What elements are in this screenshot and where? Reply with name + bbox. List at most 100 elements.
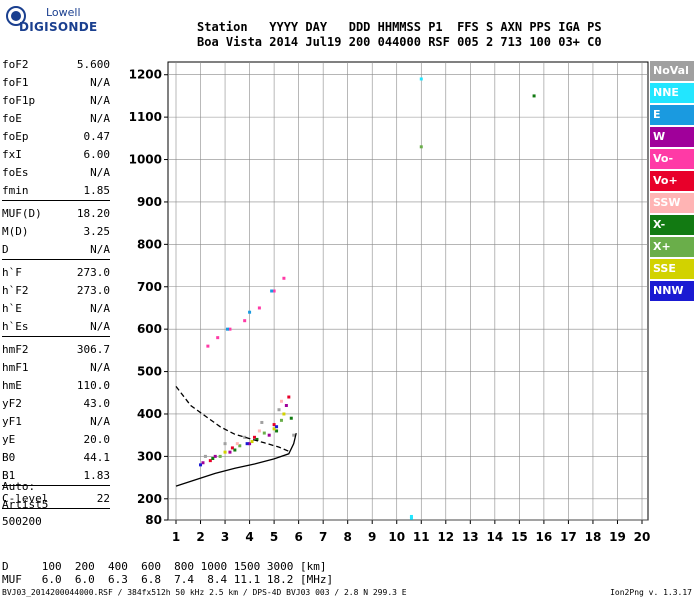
data-point-w bbox=[228, 450, 232, 454]
param-name: yF2 bbox=[2, 397, 22, 410]
data-point-x- bbox=[233, 448, 237, 452]
y-tick-label: 1100 bbox=[129, 110, 162, 124]
x-tick-label: 20 bbox=[634, 530, 651, 544]
auto-artist: Artist5 bbox=[2, 498, 49, 511]
data-point-noval bbox=[203, 454, 207, 458]
x-tick-label: 18 bbox=[585, 530, 602, 544]
trace-curve bbox=[175, 432, 297, 487]
profile-curve bbox=[175, 386, 290, 452]
y-tick-label: 200 bbox=[137, 492, 162, 506]
data-point-w bbox=[201, 461, 205, 465]
logo-line1: Lowell bbox=[46, 6, 81, 19]
x-tick-label: 8 bbox=[344, 530, 352, 544]
param-value: N/A bbox=[90, 361, 110, 374]
legend-item: SSE bbox=[650, 259, 694, 279]
data-point-ssw bbox=[279, 399, 283, 403]
legend-item: SSW bbox=[650, 193, 694, 213]
x-tick-label: 3 bbox=[221, 530, 229, 544]
data-point-noval bbox=[223, 442, 227, 446]
x-tick-label: 12 bbox=[437, 530, 454, 544]
x-tick-label: 2 bbox=[196, 530, 204, 544]
param-row: B1 1.83 bbox=[2, 467, 110, 485]
param-name: foE bbox=[2, 112, 22, 125]
param-name: B0 bbox=[2, 451, 16, 464]
y-tick-label: 400 bbox=[137, 407, 162, 421]
param-value: 1.83 bbox=[83, 469, 111, 482]
data-point-ssw bbox=[235, 442, 239, 446]
param-row: C-level 22 bbox=[2, 490, 110, 508]
header-values: Boa Vista 2014 Jul19 200 044000 RSF 005 … bbox=[197, 35, 602, 49]
data-point-sse bbox=[282, 412, 286, 416]
data-point-vo- bbox=[287, 395, 291, 399]
param-row: foF1 N/A bbox=[2, 74, 110, 92]
x-tick-label: 15 bbox=[511, 530, 528, 544]
x-tick-label: 4 bbox=[245, 530, 253, 544]
param-value: 306.7 bbox=[76, 343, 110, 356]
data-point-w bbox=[284, 404, 288, 407]
param-row: M(D) 3.25 bbox=[2, 223, 110, 241]
param-name: foF1 bbox=[2, 76, 29, 89]
y-tick-label: 1200 bbox=[129, 68, 162, 82]
param-value: N/A bbox=[90, 243, 110, 256]
param-value: N/A bbox=[90, 94, 110, 107]
param-row: hmE 110.0 bbox=[2, 377, 110, 395]
data-point-w bbox=[267, 433, 271, 437]
param-value: 5.600 bbox=[76, 58, 110, 71]
data-point-x- bbox=[275, 429, 279, 433]
param-value: N/A bbox=[90, 320, 110, 333]
param-name: M(D) bbox=[2, 225, 29, 238]
y-tick-label: 800 bbox=[137, 237, 162, 251]
y-tick-label: 300 bbox=[137, 449, 162, 463]
param-name: MUF(D) bbox=[2, 207, 42, 220]
param-name: h`E bbox=[2, 302, 22, 315]
param-row: foEs N/A bbox=[2, 164, 110, 182]
data-point-vo- bbox=[282, 276, 286, 280]
data-point-noval bbox=[243, 435, 247, 439]
x-tick-label: 9 bbox=[368, 530, 376, 544]
param-name: foEp bbox=[2, 130, 29, 143]
header-labels: Station YYYY DAY DDD HHMMSS P1 FFS S AXN… bbox=[197, 20, 602, 34]
param-row: yE 20.0 bbox=[2, 431, 110, 449]
param-value: N/A bbox=[90, 415, 110, 428]
param-row: D N/A bbox=[2, 241, 110, 259]
param-row: B0 44.1 bbox=[2, 449, 110, 467]
legend-item: W bbox=[650, 127, 694, 147]
y-tick-label: 500 bbox=[137, 365, 162, 379]
param-value: 0.47 bbox=[83, 130, 111, 143]
param-value: 43.0 bbox=[83, 397, 111, 410]
data-point-vo- bbox=[216, 336, 220, 340]
param-row: foE N/A bbox=[2, 110, 110, 128]
param-value: 273.0 bbox=[76, 266, 110, 279]
param-value: N/A bbox=[90, 302, 110, 315]
data-point-vo- bbox=[208, 459, 212, 463]
legend-item: X- bbox=[650, 215, 694, 235]
param-name: hmE bbox=[2, 379, 22, 392]
data-point-nnw bbox=[275, 425, 279, 429]
param-name: D bbox=[2, 243, 9, 256]
param-name: foEs bbox=[2, 166, 29, 179]
x-tick-label: 14 bbox=[486, 530, 503, 544]
data-point-nne bbox=[409, 514, 413, 518]
data-point-e bbox=[226, 327, 230, 331]
logo-line2: DIGISONDE bbox=[19, 20, 98, 34]
x-tick-label: 16 bbox=[536, 530, 553, 544]
param-row: foF1p N/A bbox=[2, 92, 110, 110]
param-value: 18.20 bbox=[76, 207, 110, 220]
param-row: yF2 43.0 bbox=[2, 395, 110, 413]
param-name: hmF1 bbox=[2, 361, 29, 374]
x-tick-label: 1 bbox=[172, 530, 180, 544]
param-value: N/A bbox=[90, 166, 110, 179]
param-row: foF2 5.600 bbox=[2, 56, 110, 74]
param-name: fxI bbox=[2, 148, 22, 161]
data-point-w bbox=[248, 442, 252, 446]
legend-item: Vo+ bbox=[650, 171, 694, 191]
digisonde-logo: Lowell DIGISONDE bbox=[6, 4, 98, 38]
param-row: h`F 273.0 bbox=[2, 264, 110, 282]
param-row: MUF(D) 18.20 bbox=[2, 205, 110, 223]
data-point-sse bbox=[250, 440, 254, 444]
param-name: h`Es bbox=[2, 320, 29, 333]
data-point-vo- bbox=[257, 306, 261, 310]
data-point-w bbox=[213, 454, 217, 458]
legend-item: NNE bbox=[650, 83, 694, 103]
